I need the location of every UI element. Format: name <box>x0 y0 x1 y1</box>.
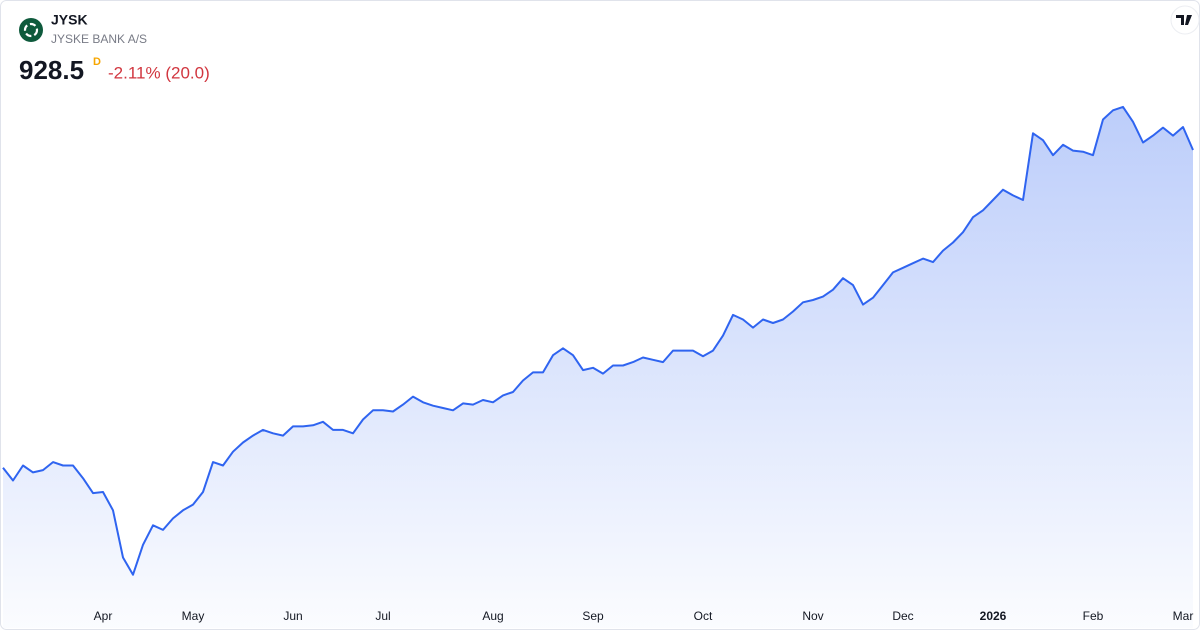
x-tick-label: Jun <box>283 609 302 623</box>
x-tick-label: Sep <box>582 609 604 623</box>
price-flag: D <box>93 56 101 68</box>
tradingview-logo[interactable] <box>1170 5 1200 35</box>
x-tick-label: 2026 <box>980 609 1007 623</box>
x-tick-label: Dec <box>892 609 913 623</box>
price-change: -2.11% (20.0) <box>108 63 210 82</box>
logo <box>19 18 43 42</box>
symbol: JYSK <box>51 12 88 28</box>
x-tick-label: Nov <box>802 609 823 623</box>
price-line <box>2 105 1194 576</box>
plot-area <box>2 105 1194 628</box>
x-tick-label: Feb <box>1083 609 1104 623</box>
company-name: JYSKE BANK A/S <box>51 32 147 46</box>
x-tick-label: Apr <box>94 609 113 623</box>
x-tick-label: Mar <box>1173 609 1194 623</box>
area-fill <box>3 106 1193 628</box>
x-tick-label: Oct <box>694 609 713 623</box>
x-tick-label: May <box>182 609 205 623</box>
x-tick-label: Aug <box>482 609 503 623</box>
price: 928.5 <box>19 55 84 85</box>
x-tick-label: Jul <box>375 609 390 623</box>
